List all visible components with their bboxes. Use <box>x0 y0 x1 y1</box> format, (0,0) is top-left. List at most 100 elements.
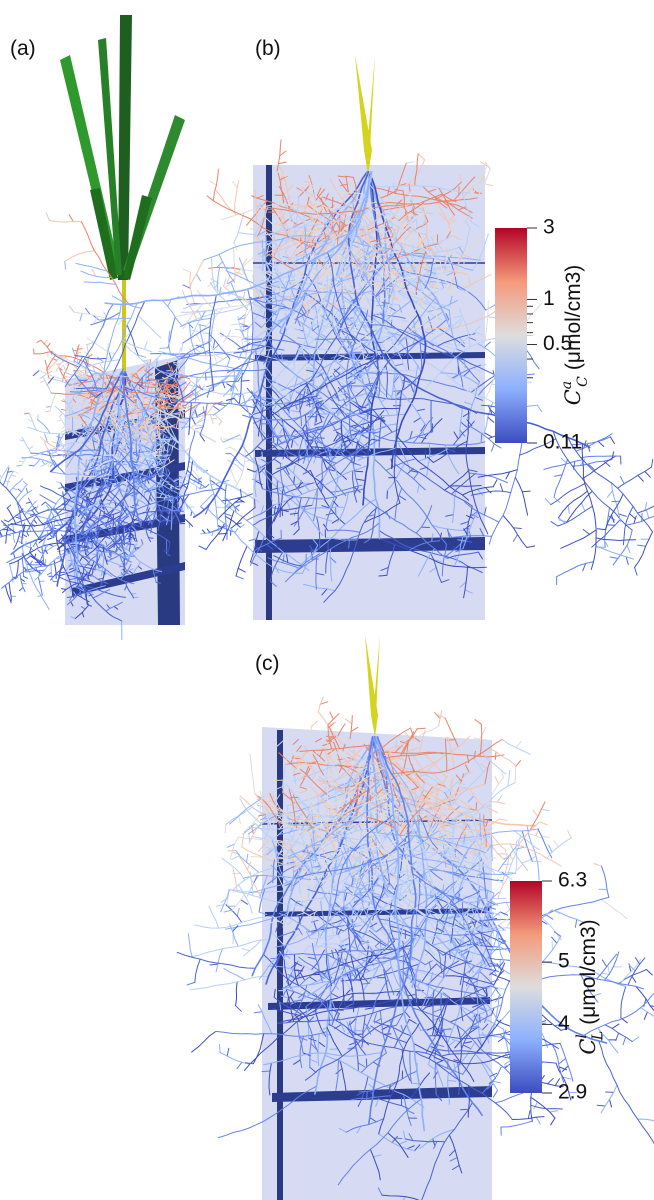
root <box>238 885 252 914</box>
root <box>69 306 74 312</box>
root <box>195 425 204 427</box>
root <box>231 893 246 912</box>
root <box>522 831 532 861</box>
root <box>493 480 497 487</box>
root <box>561 458 567 463</box>
root <box>406 162 414 164</box>
root <box>209 526 226 533</box>
root <box>0 531 1 536</box>
root <box>551 484 585 505</box>
root <box>227 398 235 400</box>
root <box>619 514 627 516</box>
root <box>255 500 256 508</box>
root <box>189 260 204 288</box>
root <box>177 952 255 968</box>
root <box>24 576 28 578</box>
root <box>47 406 52 407</box>
root <box>234 248 236 280</box>
root <box>636 986 654 1012</box>
root <box>488 417 494 422</box>
root <box>221 438 223 442</box>
root <box>230 837 238 860</box>
root <box>235 505 239 507</box>
root <box>247 875 259 896</box>
root <box>20 588 24 591</box>
root <box>527 546 535 548</box>
root <box>172 446 173 451</box>
root <box>160 348 168 349</box>
root <box>638 475 644 481</box>
root <box>542 836 550 837</box>
root <box>226 905 242 923</box>
root <box>138 316 161 338</box>
root <box>7 505 10 508</box>
root <box>22 437 31 453</box>
root <box>366 1059 367 1067</box>
root <box>45 560 46 565</box>
panel-label: (b) <box>255 37 281 60</box>
root <box>280 151 286 156</box>
root <box>144 492 145 497</box>
root <box>70 587 71 592</box>
root <box>548 1078 554 1083</box>
root <box>474 193 482 194</box>
root <box>227 1048 229 1056</box>
root <box>612 1024 619 1028</box>
root <box>80 313 82 321</box>
root <box>250 754 255 794</box>
root <box>50 534 53 538</box>
root <box>14 471 18 473</box>
root <box>201 507 205 510</box>
root <box>141 521 142 526</box>
root <box>40 495 56 504</box>
root <box>202 530 205 534</box>
panel-label: (c) <box>255 652 280 675</box>
root <box>237 1062 242 1068</box>
root <box>69 215 73 222</box>
root <box>235 528 238 532</box>
root <box>513 535 517 542</box>
root <box>190 272 195 303</box>
root <box>3 525 8 526</box>
root <box>583 529 589 534</box>
root <box>196 334 200 341</box>
root <box>109 534 114 535</box>
root <box>560 1058 566 1063</box>
root <box>209 906 219 928</box>
root <box>221 890 230 912</box>
root <box>327 449 328 457</box>
root <box>203 341 211 342</box>
root <box>349 540 350 548</box>
root <box>608 491 613 497</box>
root <box>416 990 424 991</box>
root <box>29 465 34 466</box>
root <box>513 528 521 529</box>
root <box>33 531 43 546</box>
root <box>27 556 31 559</box>
root <box>125 345 149 366</box>
root <box>568 831 572 838</box>
root <box>505 872 513 873</box>
root <box>34 520 37 524</box>
root <box>549 845 552 852</box>
root <box>559 518 565 523</box>
root <box>388 938 389 946</box>
root <box>515 767 516 783</box>
root <box>17 465 22 466</box>
root <box>23 534 27 536</box>
root <box>621 987 626 1018</box>
root <box>215 414 222 421</box>
root <box>226 447 230 449</box>
root <box>59 487 63 488</box>
root <box>568 505 569 513</box>
root <box>551 522 558 526</box>
root <box>210 964 218 965</box>
root <box>16 485 28 500</box>
root <box>29 413 36 430</box>
root <box>540 822 547 825</box>
root <box>470 902 478 903</box>
root <box>597 1105 605 1106</box>
root <box>239 816 241 824</box>
root <box>25 413 30 414</box>
root <box>41 462 49 466</box>
